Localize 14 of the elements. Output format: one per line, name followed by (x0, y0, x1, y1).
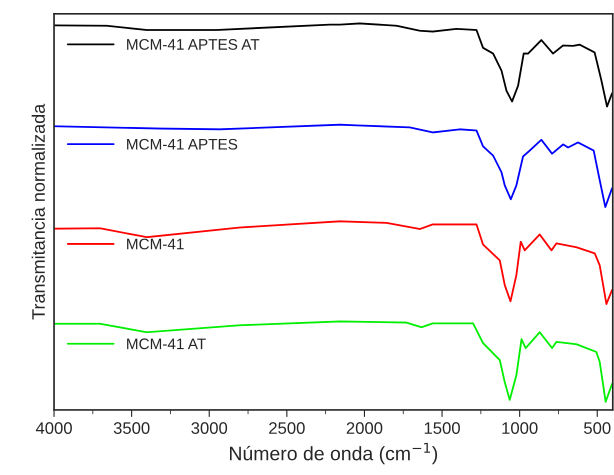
x-axis-title: Número de onda (cm$^{−1}$) (230, 442, 438, 464)
x-tick-label: 4000 (36, 422, 72, 434)
x-tick-label: 1000 (502, 422, 538, 434)
x-tick-label: 2500 (269, 422, 305, 434)
x-tick-label: 3000 (191, 422, 228, 434)
x-tick-label: 3500 (114, 422, 150, 434)
y-axis-title: Transmitancia normalizada (32, 104, 45, 320)
legend-label: MCM-41 APTES (127, 138, 238, 150)
x-tick-label: 2000 (346, 422, 382, 434)
legend-label: MCM-41 AT (127, 338, 206, 350)
legend-label: MCM-41 APTES AT (127, 39, 260, 50)
legend-label: MCM-41 (127, 238, 184, 250)
x-tick-label: 500 (584, 422, 611, 434)
x-tick-label: 1500 (424, 422, 460, 434)
